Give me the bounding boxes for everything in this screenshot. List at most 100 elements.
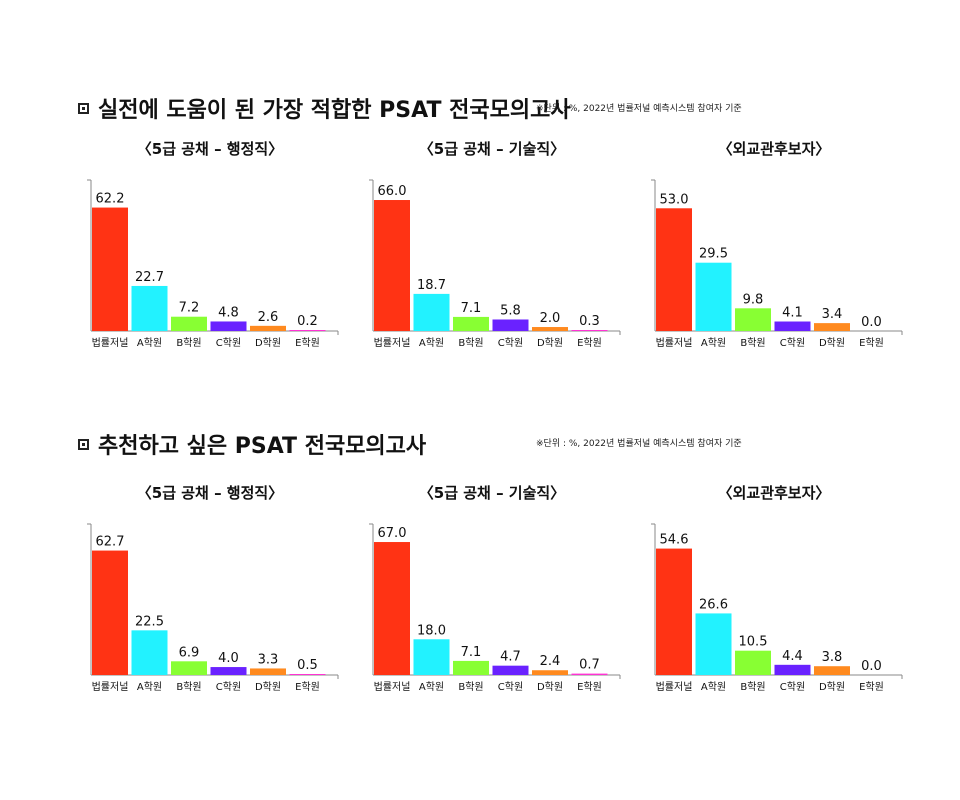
bar-4 bbox=[774, 321, 811, 331]
chart-6-title: 〈외교관후보자〉 bbox=[717, 484, 831, 502]
bar-3 bbox=[171, 661, 207, 675]
bar-3 bbox=[171, 316, 207, 331]
bar-2 bbox=[131, 630, 168, 675]
chart-4-title: 〈5급 공채 – 행정직〉 bbox=[136, 484, 284, 502]
bar-4 bbox=[492, 319, 529, 331]
data-label-3: 7.1 bbox=[461, 301, 482, 316]
chart-6: 〈외교관후보자〉 54.6 법률저널 26.6 A학원 10.5 B학원 4.4 C학원 3.8… bbox=[634, 482, 914, 722]
bar-1 bbox=[92, 207, 128, 331]
category-label-3: B학원 bbox=[740, 337, 765, 349]
category-label-3: B학원 bbox=[458, 337, 483, 349]
unit-note-1: ※단위 : %, 2022년 법률저널 예측시스템 참여자 기준 bbox=[536, 104, 742, 114]
category-label-6: E학원 bbox=[577, 681, 602, 693]
category-label-4: C학원 bbox=[780, 681, 805, 693]
category-label-2: A학원 bbox=[137, 681, 162, 693]
category-label-6: E학원 bbox=[295, 681, 320, 693]
bar-2 bbox=[131, 285, 168, 331]
category-label-5: D학원 bbox=[537, 681, 563, 693]
category-label-2: A학원 bbox=[701, 337, 726, 349]
data-label-2: 18.0 bbox=[417, 623, 446, 638]
bar-2 bbox=[413, 293, 450, 331]
data-label-5: 3.4 bbox=[822, 307, 843, 322]
chart-6-plot: 54.6 법률저널 26.6 A학원 10.5 B학원 4.4 C학원 3.8 D학원 0.0 E학원 bbox=[651, 523, 903, 693]
category-label-5: D학원 bbox=[819, 681, 845, 693]
bar-4 bbox=[774, 664, 811, 675]
bar-4 bbox=[492, 665, 529, 675]
category-label-3: B학원 bbox=[176, 681, 201, 693]
category-label-1: 법률저널 bbox=[92, 681, 129, 693]
data-label-2: 29.5 bbox=[699, 247, 728, 262]
bar-1 bbox=[374, 200, 410, 331]
bar-1 bbox=[656, 548, 692, 675]
chart-2-title: 〈5급 공채 – 기술직〉 bbox=[418, 140, 566, 158]
category-label-5: D학원 bbox=[255, 337, 281, 349]
bar-5 bbox=[250, 668, 286, 675]
chart-5-plot: 67.0 법률저널 18.0 A학원 7.1 B학원 4.7 C학원 2.4 D학원 0.7 E학원 bbox=[369, 523, 621, 693]
data-label-6: 0.5 bbox=[297, 658, 318, 673]
category-label-6: E학원 bbox=[295, 337, 320, 349]
data-label-4: 4.1 bbox=[782, 306, 803, 321]
data-label-1: 53.0 bbox=[660, 192, 689, 207]
category-label-3: B학원 bbox=[740, 681, 765, 693]
data-label-1: 67.0 bbox=[378, 526, 407, 541]
data-label-4: 4.0 bbox=[218, 651, 239, 666]
category-label-2: A학원 bbox=[701, 681, 726, 693]
chart-1-plot: 62.2 법률저널 22.7 A학원 7.2 B학원 4.8 C학원 2.6 D학원 0.2 E학원 bbox=[87, 179, 339, 349]
data-label-5: 2.0 bbox=[540, 311, 561, 326]
data-label-4: 4.7 bbox=[500, 650, 521, 665]
data-label-5: 2.6 bbox=[258, 310, 279, 325]
category-label-2: A학원 bbox=[419, 681, 444, 693]
category-label-6: E학원 bbox=[859, 681, 884, 693]
data-label-6: 0.0 bbox=[861, 315, 882, 330]
data-label-3: 7.1 bbox=[461, 645, 482, 660]
category-label-3: B학원 bbox=[176, 337, 201, 349]
section-title-1: 실전에 도움이 된 가장 적합한 PSAT 전국모의고사 bbox=[78, 92, 571, 124]
bar-3 bbox=[453, 660, 489, 675]
data-label-1: 66.0 bbox=[378, 184, 407, 199]
category-label-1: 법률저널 bbox=[656, 681, 693, 693]
data-label-2: 22.5 bbox=[135, 614, 164, 629]
data-label-5: 3.3 bbox=[258, 652, 279, 667]
chart-5: 〈5급 공채 – 기술직〉 67.0 법률저널 18.0 A학원 7.1 B학원 4.7 C학… bbox=[352, 482, 632, 722]
chart-3-plot: 53.0 법률저널 29.5 A학원 9.8 B학원 4.1 C학원 3.4 D학원 0.0 E학원 bbox=[651, 179, 903, 349]
bar-5 bbox=[532, 670, 568, 675]
unit-note-2: ※단위 : %, 2022년 법률저널 예측시스템 참여자 기준 bbox=[536, 439, 742, 449]
data-label-3: 10.5 bbox=[739, 635, 768, 650]
category-label-4: C학원 bbox=[216, 681, 241, 693]
data-label-1: 62.7 bbox=[96, 535, 125, 550]
chart-2: 〈5급 공채 – 기술직〉 66.0 법률저널 18.7 A학원 7.1 B학원 5.8 C학… bbox=[352, 138, 632, 378]
bar-4 bbox=[210, 667, 247, 675]
bar-5 bbox=[814, 666, 850, 675]
bar-3 bbox=[735, 308, 771, 331]
chart-1: 〈5급 공채 – 행정직〉 62.2 법률저널 22.7 A학원 7.2 B학원 4.8 C학… bbox=[70, 138, 350, 378]
data-label-3: 6.9 bbox=[179, 645, 200, 660]
bar-5 bbox=[532, 327, 568, 331]
bar-4 bbox=[210, 321, 247, 331]
category-label-6: E학원 bbox=[859, 337, 884, 349]
bar-2 bbox=[413, 639, 450, 675]
data-label-6: 0.7 bbox=[579, 658, 600, 673]
category-label-1: 법률저널 bbox=[656, 337, 693, 349]
bar-2 bbox=[695, 613, 732, 675]
data-label-4: 4.8 bbox=[218, 305, 239, 320]
category-label-3: B학원 bbox=[458, 681, 483, 693]
data-label-3: 7.2 bbox=[179, 301, 200, 316]
category-label-6: E학원 bbox=[577, 337, 602, 349]
bar-1 bbox=[374, 542, 410, 675]
data-label-1: 62.2 bbox=[96, 192, 125, 207]
section-title-2-text: 추천하고 싶은 PSAT 전국모의고사 bbox=[98, 434, 427, 459]
data-label-6: 0.3 bbox=[579, 314, 600, 329]
section-title-2: 추천하고 싶은 PSAT 전국모의고사 bbox=[78, 428, 426, 460]
data-label-4: 5.8 bbox=[500, 303, 521, 318]
data-label-3: 9.8 bbox=[743, 292, 764, 307]
data-label-4: 4.4 bbox=[782, 649, 803, 664]
category-label-1: 법률저널 bbox=[374, 337, 411, 349]
category-label-4: C학원 bbox=[780, 337, 805, 349]
bar-5 bbox=[814, 323, 850, 331]
chart-5-title: 〈5급 공채 – 기술직〉 bbox=[418, 484, 566, 502]
data-label-5: 2.4 bbox=[540, 654, 561, 669]
bar-5 bbox=[250, 325, 286, 331]
chart-1-title: 〈5급 공채 – 행정직〉 bbox=[136, 140, 284, 158]
bar-6 bbox=[571, 330, 608, 331]
bar-6 bbox=[289, 330, 326, 331]
